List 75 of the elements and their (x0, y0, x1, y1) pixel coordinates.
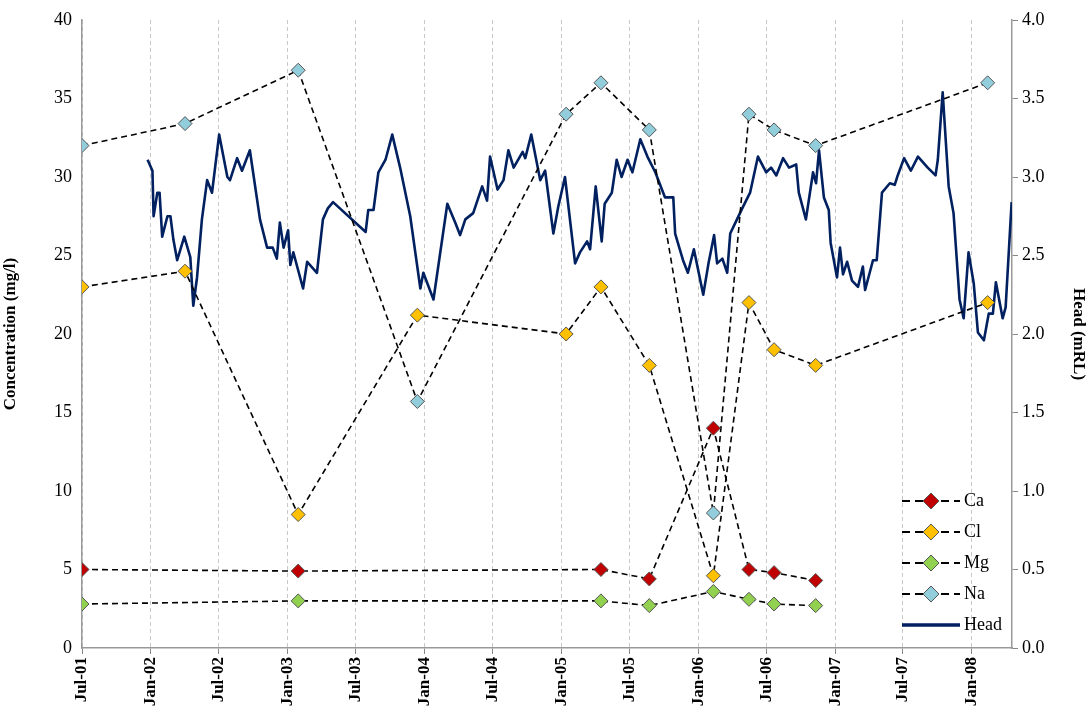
y-axis-title: Concentration (mg/l) (0, 257, 19, 411)
x-tick-label: Jul-05 (618, 657, 638, 703)
y2-tick-label: 4.0 (1022, 8, 1045, 29)
legend-label: Head (964, 614, 1002, 635)
y2-axis-title: Head (mRL) (1070, 287, 1089, 381)
point (808, 357, 824, 373)
y2-tick-label: 1.5 (1022, 401, 1045, 422)
legend-label: Mg (964, 552, 990, 573)
point (177, 263, 193, 279)
point (593, 75, 609, 91)
point (766, 342, 782, 358)
y2-tick-label: 3.0 (1022, 165, 1045, 186)
x-tick-label: Jan-04 (413, 656, 433, 707)
x-tick-label: Jan-03 (277, 657, 297, 707)
point (558, 326, 574, 342)
point (705, 568, 721, 584)
point (593, 593, 609, 609)
x-tick-label: Jan-02 (140, 657, 160, 707)
x-tick-label: Jan-07 (824, 656, 844, 707)
x-tick-label: Jul-01 (71, 657, 91, 703)
x-tick-label: Jul-02 (208, 657, 228, 703)
point (741, 562, 757, 577)
point (593, 562, 609, 577)
y2-tick-label: 0.0 (1022, 636, 1045, 657)
y-tick-label: 15 (54, 401, 72, 422)
x-tick-label: Jul-06 (755, 657, 775, 703)
point (705, 583, 721, 599)
y2-tick-label: 3.5 (1022, 87, 1045, 108)
x-tick-label: Jul-04 (482, 656, 502, 703)
y-tick-label: 35 (54, 87, 72, 108)
y2-tick-label: 2.0 (1022, 322, 1045, 343)
legend-label: Ca (964, 490, 984, 511)
point (980, 75, 996, 91)
point (705, 420, 721, 436)
point (593, 279, 609, 295)
point (808, 572, 824, 588)
point (290, 593, 306, 609)
point (980, 295, 996, 311)
point (741, 591, 757, 607)
legend-label: Cl (964, 521, 982, 542)
point (641, 571, 657, 587)
legend-label: Na (964, 583, 985, 604)
point (290, 507, 306, 523)
point (177, 116, 193, 132)
x-tick-label: Jul-03 (344, 657, 364, 703)
y2-tick-label: 1.0 (1022, 479, 1045, 500)
point (558, 106, 574, 122)
point (766, 122, 782, 138)
y-tick-label: 5 (63, 558, 72, 579)
y-tick-label: 10 (54, 479, 72, 500)
x-tick-label: Jan-06 (687, 657, 707, 707)
point (705, 505, 721, 521)
point (641, 122, 657, 138)
y-tick-label: 0 (63, 636, 72, 657)
y-tick-label: 20 (54, 322, 72, 343)
point (766, 565, 782, 581)
point (290, 62, 306, 78)
point (409, 307, 425, 323)
point (409, 394, 425, 410)
y-tick-label: 25 (54, 244, 72, 265)
y2-tick-label: 2.5 (1022, 244, 1045, 265)
point (808, 138, 824, 154)
point (641, 598, 657, 614)
x-tick-label: Jul-07 (892, 656, 912, 703)
point (290, 563, 306, 579)
point (766, 596, 782, 612)
point (808, 598, 824, 614)
y2-tick-label: 0.5 (1022, 558, 1045, 579)
point (741, 106, 757, 122)
y-tick-label: 40 (54, 8, 72, 29)
point (641, 357, 657, 373)
y-tick-label: 30 (54, 165, 72, 186)
x-tick-label: Jan-05 (551, 657, 570, 707)
x-tick-label: Jan-08 (961, 657, 981, 707)
point (741, 295, 757, 311)
